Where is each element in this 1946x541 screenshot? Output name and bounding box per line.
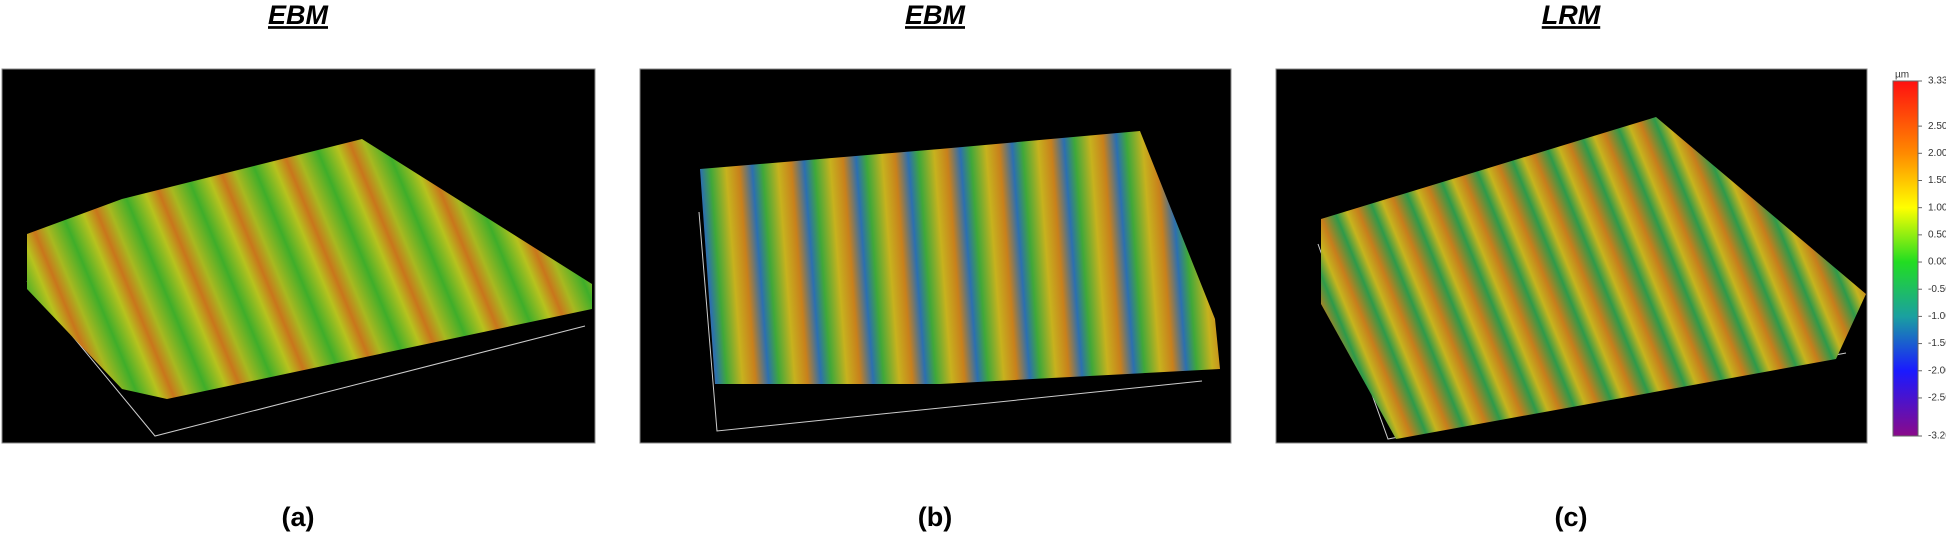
panel-title: EBM bbox=[905, 0, 966, 30]
panel-caption: (b) bbox=[918, 502, 952, 532]
panel-title: LRM bbox=[1542, 0, 1601, 30]
colorbar-tick-label: -2.00 bbox=[1928, 365, 1946, 376]
colorbar-tick-label: 1.50 bbox=[1928, 175, 1946, 186]
surface-panel bbox=[1, 68, 596, 444]
colorbar-tick-label: -3.20 bbox=[1928, 431, 1946, 442]
surface-panel bbox=[1275, 68, 1868, 444]
colorbar-unit: µm bbox=[1895, 70, 1909, 81]
colorbar-tick-label: -1.50 bbox=[1928, 338, 1946, 349]
colorbar-tick-label: 0.00 bbox=[1928, 257, 1946, 268]
surface bbox=[700, 131, 1220, 384]
colorbar-tick-label: 3.33 bbox=[1928, 76, 1946, 87]
surface bbox=[1321, 117, 1866, 439]
colorbar-tick-label: 1.00 bbox=[1928, 202, 1946, 213]
colorbar-tick-label: 0.50 bbox=[1928, 229, 1946, 240]
colorbar-tick-label: -2.50 bbox=[1928, 393, 1946, 404]
colorbar bbox=[1892, 80, 1919, 437]
panel-caption: (a) bbox=[282, 502, 315, 532]
surface bbox=[27, 139, 592, 399]
colorbar-tick-label: 2.50 bbox=[1928, 121, 1946, 132]
base-outline bbox=[698, 211, 1203, 432]
panel-caption: (c) bbox=[1555, 502, 1588, 532]
surface-panel bbox=[639, 68, 1232, 444]
colorbar-tick-label: -0.50 bbox=[1928, 284, 1946, 295]
colorbar-tick-label: 2.00 bbox=[1928, 148, 1946, 159]
panel-title: EBM bbox=[268, 0, 329, 30]
colorbar-tick-label: -1.00 bbox=[1928, 311, 1946, 322]
